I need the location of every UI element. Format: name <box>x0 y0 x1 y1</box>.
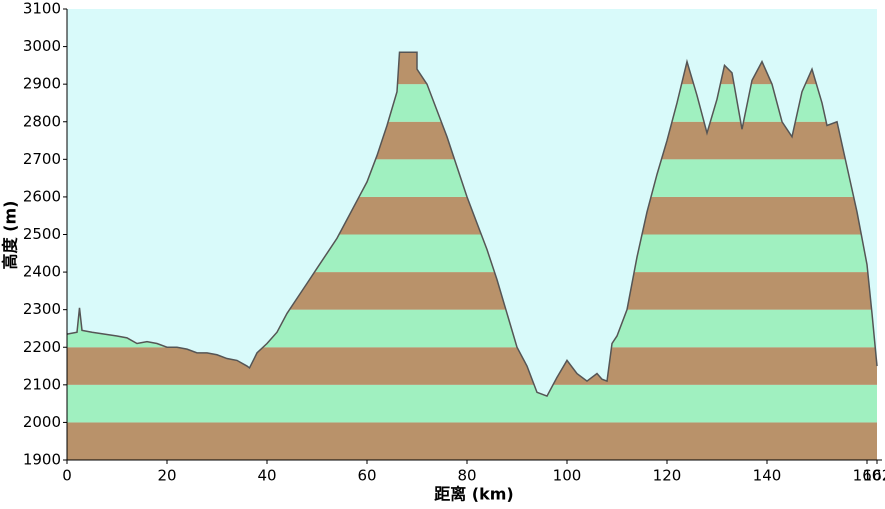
elevation-band <box>67 347 877 385</box>
y-tick-label: 3100 <box>23 0 61 18</box>
y-tick-label: 2500 <box>23 225 61 243</box>
x-tick-label: 20 <box>157 467 176 485</box>
y-tick-label: 2600 <box>23 187 61 205</box>
x-tick-label: 160 <box>853 467 882 485</box>
y-tick-label: 2700 <box>23 150 61 168</box>
x-tick-label: 40 <box>257 467 276 485</box>
y-tick-label: 1900 <box>23 451 61 469</box>
x-tick-label: 0 <box>62 467 72 485</box>
y-tick-label: 3000 <box>23 37 61 55</box>
y-tick-label: 2000 <box>23 413 61 431</box>
elevation-band <box>67 384 877 423</box>
x-tick-label: 162 <box>863 467 885 485</box>
y-tick-label: 2100 <box>23 375 61 393</box>
y-tick-label: 2300 <box>23 300 61 318</box>
y-tick-label: 2200 <box>23 338 61 356</box>
elevation-line <box>66 51 878 398</box>
x-tick-label: 120 <box>653 467 682 485</box>
x-tick-label: 80 <box>457 467 476 485</box>
y-tick-label: 2400 <box>23 263 61 281</box>
x-axis-title: 距离 (km) <box>434 485 514 504</box>
x-tick-label: 60 <box>357 467 376 485</box>
y-axis-title: 高度 (m) <box>1 201 20 270</box>
x-tick-label: 100 <box>553 467 582 485</box>
elevation-band <box>67 422 877 460</box>
x-tick-label: 140 <box>753 467 782 485</box>
y-tick-label: 2800 <box>23 112 61 130</box>
y-tick-label: 2900 <box>23 75 61 93</box>
